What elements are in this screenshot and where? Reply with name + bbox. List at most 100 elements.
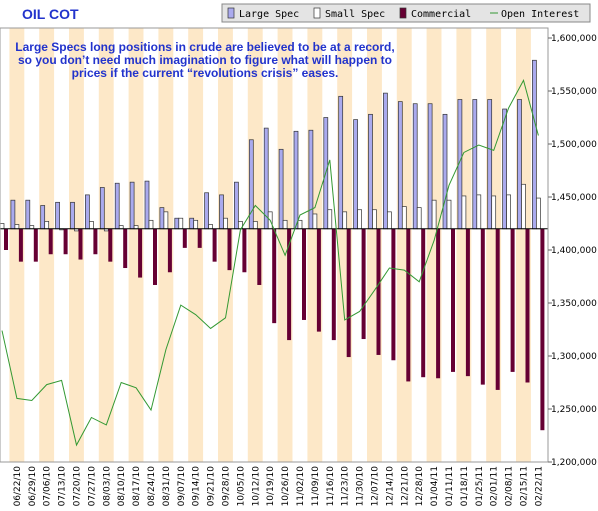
stripe <box>69 28 84 462</box>
bar <box>397 101 403 230</box>
bar <box>93 228 98 255</box>
bar <box>316 228 321 332</box>
bar <box>461 195 467 230</box>
y2-tick-label: 1,200,000 <box>551 458 597 468</box>
bar <box>525 228 530 383</box>
bar <box>44 221 50 230</box>
x-tick-label: 12/07/10 <box>371 466 381 507</box>
legend-label: Commercial <box>411 9 471 20</box>
bar <box>302 228 306 320</box>
annotation: prices if the current “revolutions crisi… <box>72 66 339 80</box>
bar <box>416 207 422 230</box>
x-tick-label: 08/31/10 <box>162 466 172 507</box>
bar <box>312 213 318 230</box>
bar <box>487 99 493 230</box>
bar <box>78 228 83 260</box>
stripe <box>9 28 25 462</box>
bar <box>387 211 392 230</box>
y2-tick-label: 1,250,000 <box>551 405 597 415</box>
bar <box>85 194 90 230</box>
x-tick-label: 06/29/10 <box>28 466 38 507</box>
bar <box>108 228 113 262</box>
x-tick-label: 11/09/10 <box>311 466 321 507</box>
bar <box>532 59 537 230</box>
y2-tick-label: 1,600,000 <box>551 34 597 44</box>
y2-tick-label: 1,400,000 <box>551 246 597 256</box>
x-tick-label: 08/03/10 <box>102 466 112 507</box>
annotation: Large Specs long positions in crude are … <box>15 40 394 54</box>
legend-label: Large Spec <box>239 9 299 20</box>
bar <box>536 197 541 230</box>
bar <box>248 139 254 230</box>
bar <box>144 180 150 230</box>
bar <box>431 199 437 230</box>
bar <box>465 228 470 377</box>
stripe <box>128 28 144 462</box>
bar <box>159 207 165 230</box>
bar <box>376 228 381 355</box>
bar <box>123 228 128 269</box>
bar <box>33 228 38 262</box>
bar <box>421 228 426 378</box>
x-tick-label: 01/18/11 <box>460 466 470 506</box>
stripe <box>158 28 174 462</box>
x-tick-label: 10/19/10 <box>266 466 276 507</box>
bar <box>14 224 20 230</box>
x-tick-label: 11/16/10 <box>326 466 336 507</box>
bar <box>338 95 344 230</box>
bar <box>4 228 8 250</box>
x-tick-label: 01/04/11 <box>430 466 440 506</box>
x-tick-label: 12/28/10 <box>415 466 425 507</box>
y2-tick-label: 1,300,000 <box>551 352 597 362</box>
bar <box>480 228 485 385</box>
bar <box>327 209 333 230</box>
bar <box>272 228 277 324</box>
bar <box>10 199 16 230</box>
bar <box>55 201 60 230</box>
bar <box>208 224 213 230</box>
bar <box>18 228 23 262</box>
bar <box>293 130 299 230</box>
x-tick-label: 02/08/11 <box>505 466 515 506</box>
bar <box>263 127 269 230</box>
bar <box>346 228 351 358</box>
bar <box>495 228 500 390</box>
bar <box>517 99 522 230</box>
bar <box>212 228 217 262</box>
legend-label: Small Spec <box>325 9 385 20</box>
bar <box>472 99 478 230</box>
x-tick-label: 08/24/10 <box>147 466 157 507</box>
stripe <box>98 28 114 462</box>
x-tick-label: 09/28/10 <box>222 466 232 507</box>
bar <box>63 228 68 255</box>
bar <box>357 209 362 230</box>
bar <box>451 228 455 372</box>
bar <box>174 217 180 230</box>
bar <box>182 228 187 248</box>
x-tick-label: 07/06/10 <box>43 466 53 507</box>
y2-tick-label: 1,550,000 <box>551 87 597 97</box>
bar <box>89 221 94 230</box>
x-tick-label: 11/30/10 <box>356 466 366 507</box>
bar <box>219 194 224 230</box>
bar <box>223 217 228 230</box>
x-tick-label: 07/13/10 <box>58 466 68 507</box>
bar <box>502 108 507 230</box>
x-tick-label: 01/25/11 <box>475 466 485 506</box>
x-tick-label: 07/27/10 <box>87 466 97 507</box>
x-tick-label: 09/14/10 <box>192 466 202 507</box>
marks <box>0 59 548 447</box>
bar <box>442 113 448 230</box>
bar <box>178 217 184 230</box>
bar <box>114 182 120 230</box>
annotation: so you don’t need much imagination to fi… <box>18 53 392 67</box>
legend-swatch <box>313 7 321 19</box>
x-tick-label: 06/22/10 <box>13 466 23 507</box>
bar <box>506 194 511 230</box>
bar <box>257 228 262 285</box>
bar <box>25 199 31 230</box>
bar <box>491 195 497 230</box>
legend-swatch <box>399 7 407 19</box>
y2-tick-label: 1,450,000 <box>551 193 597 203</box>
